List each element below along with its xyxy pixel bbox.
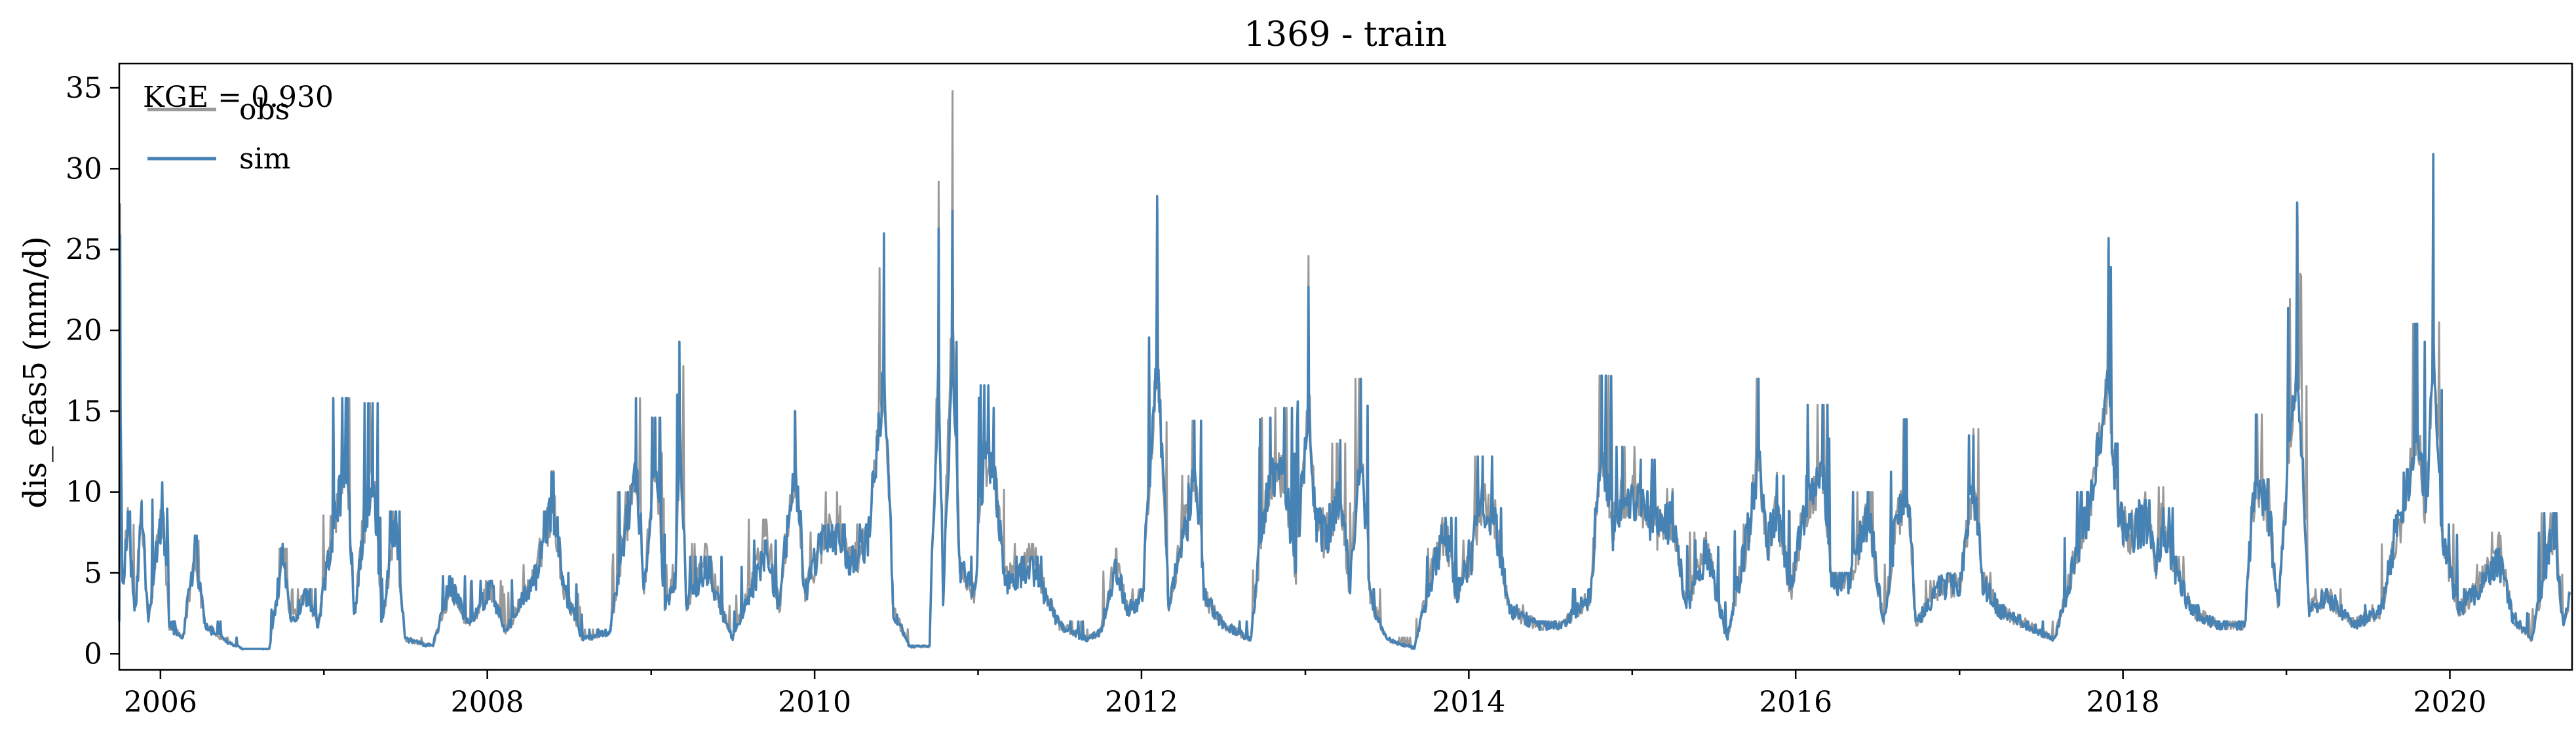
legend-label-sim: sim bbox=[239, 142, 290, 176]
y-tick-label: 20 bbox=[66, 314, 102, 347]
series-line-sim bbox=[118, 153, 2571, 651]
legend-label-obs: obs bbox=[239, 93, 290, 127]
y-tick-label: 35 bbox=[66, 71, 102, 105]
x-tick-label: 2006 bbox=[124, 686, 197, 719]
series-layer bbox=[118, 90, 2571, 651]
x-tick-label: 2014 bbox=[1432, 686, 1505, 719]
legend: obs sim bbox=[147, 93, 290, 176]
y-tick-label: 0 bbox=[84, 637, 102, 671]
x-tick-label: 2012 bbox=[1105, 686, 1178, 719]
x-tick-label: 2008 bbox=[451, 686, 524, 719]
y-tick-label: 10 bbox=[66, 476, 102, 509]
x-tick-label: 2016 bbox=[1759, 686, 1832, 719]
x-tick-label: 2010 bbox=[778, 686, 851, 719]
plot-frame bbox=[118, 62, 2573, 671]
y-tick-label: 30 bbox=[66, 152, 102, 186]
x-tick-label: 2020 bbox=[2413, 686, 2486, 719]
kge-annotation: KGE = 0.930 bbox=[143, 81, 334, 114]
y-tick-label: 15 bbox=[66, 395, 102, 428]
y-tick-label: 25 bbox=[66, 233, 102, 267]
y-tick-label: 5 bbox=[84, 556, 102, 590]
chart-title: 1369 - train bbox=[1244, 15, 1447, 54]
y-axis-title: dis_efas5 (mm/d) bbox=[17, 236, 54, 508]
x-tick-label: 2018 bbox=[2086, 686, 2160, 719]
axes-layer: 0 5 10 15 20 25 30 35 2006 2008 2010 2012 2014 2016 20… bbox=[66, 71, 2486, 719]
